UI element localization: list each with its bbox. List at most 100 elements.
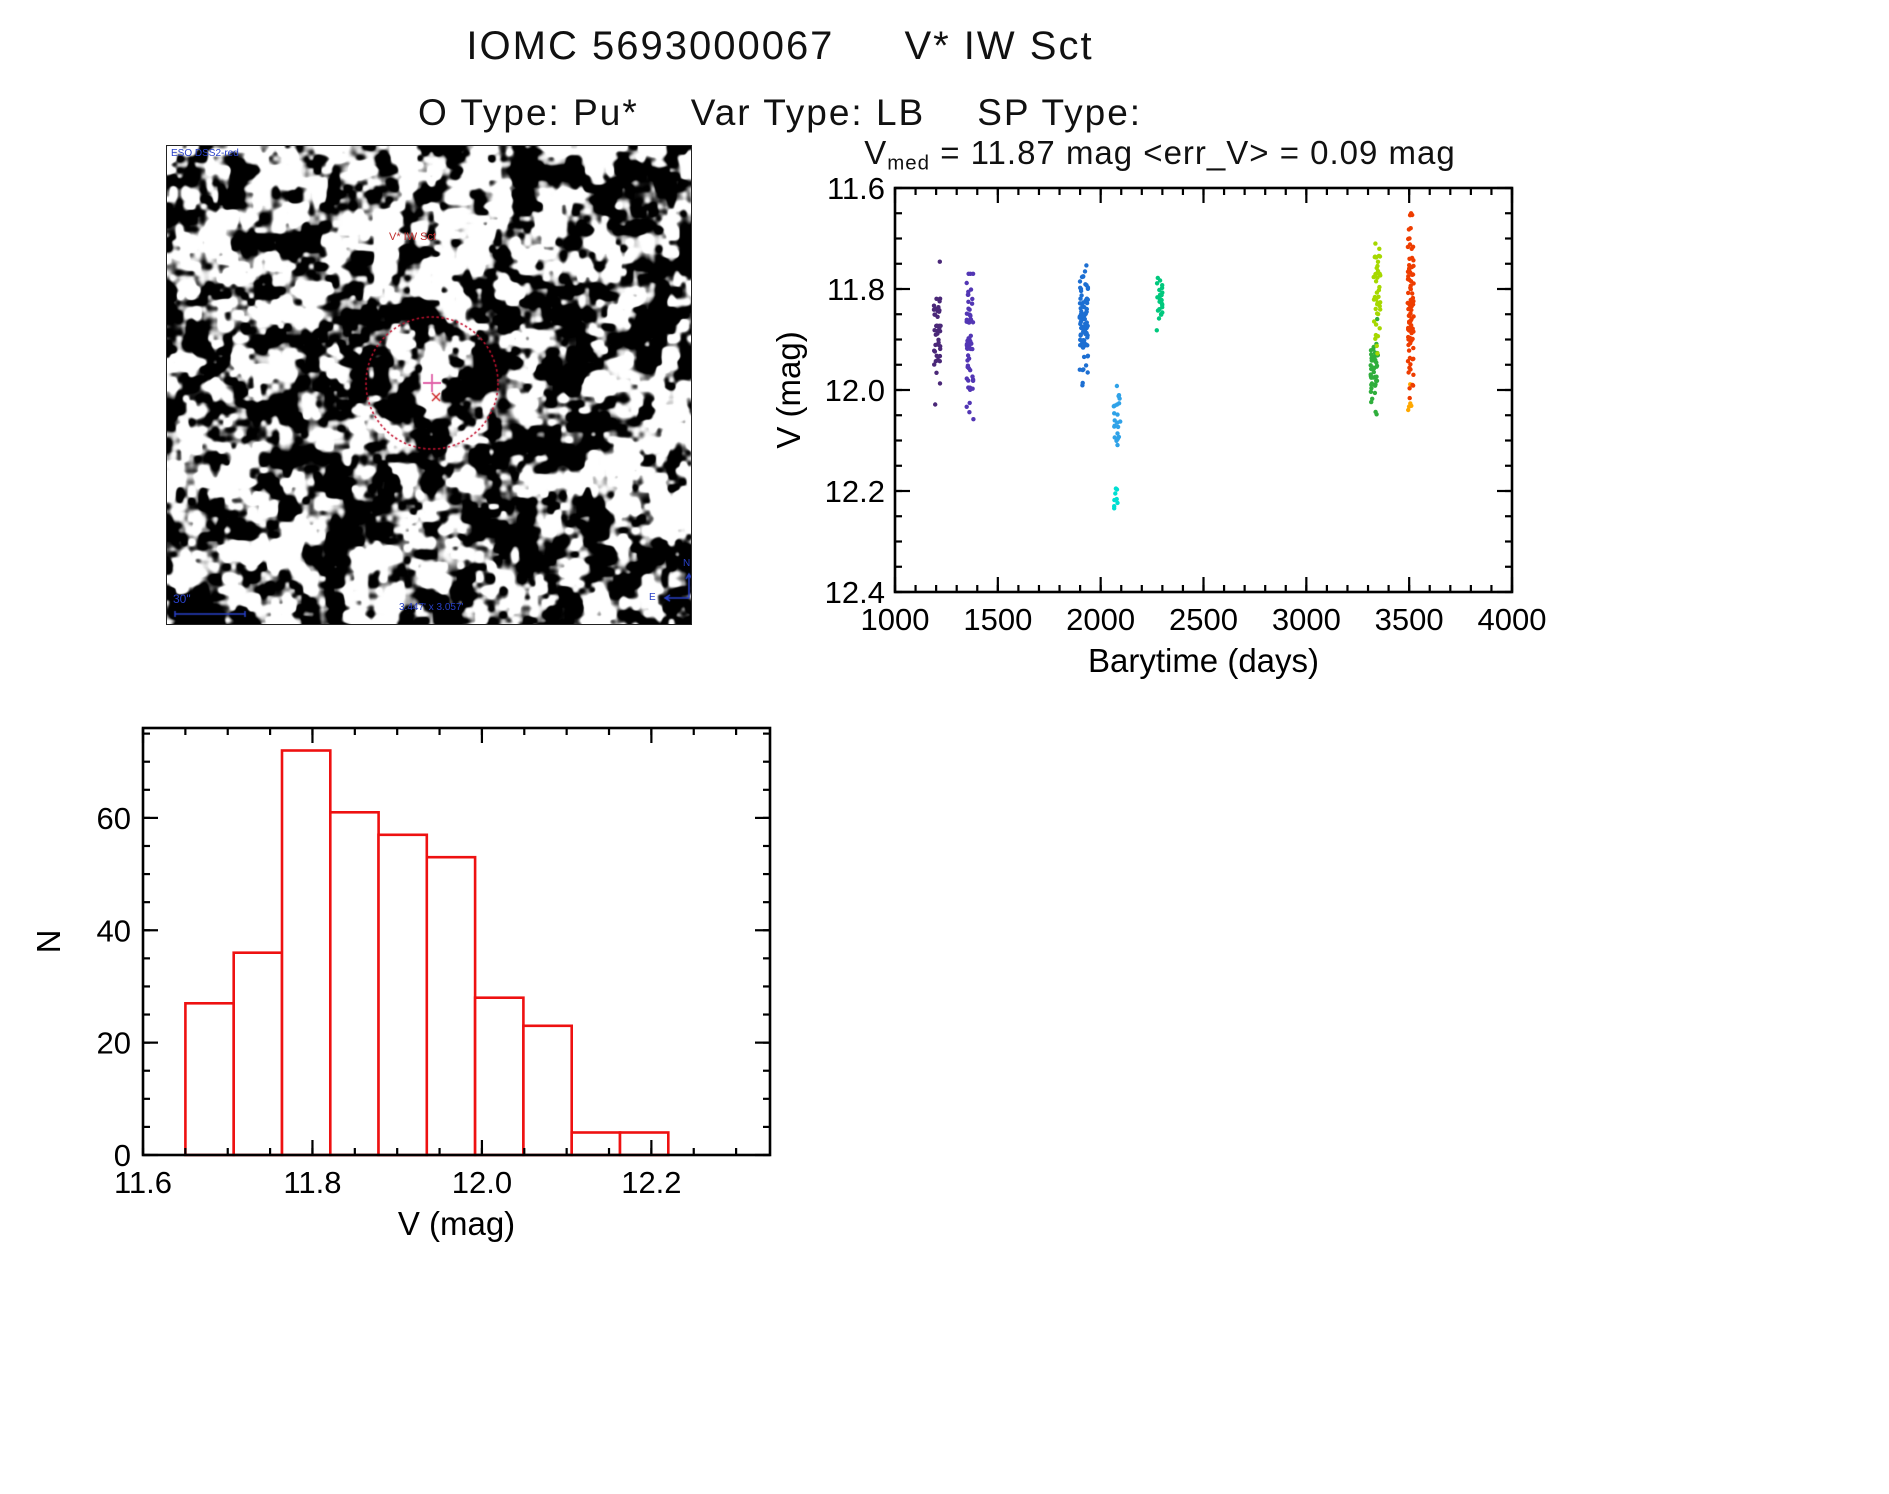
data-point <box>1405 277 1411 282</box>
lightcurve-title-rest: = 11.87 mag <err_V> = 0.09 mag <box>930 134 1456 171</box>
data-point <box>965 353 971 358</box>
data-point <box>968 313 973 319</box>
x-tick-label: 1000 <box>861 602 930 637</box>
data-point <box>1112 403 1117 408</box>
data-point <box>934 353 939 358</box>
data-point <box>1405 359 1411 364</box>
lightcurve-chart: 1000 1500 2000 2500 3000 3500 4000 11.6 11.8 12.0… <box>770 171 1546 679</box>
data-point <box>965 292 971 297</box>
data-point <box>1371 297 1377 302</box>
data-point <box>1406 407 1411 413</box>
data-point <box>933 342 938 348</box>
data-point <box>1378 307 1383 312</box>
x-tick-label: 2000 <box>1066 602 1135 637</box>
data-point <box>936 305 941 310</box>
y-tick-label: 20 <box>97 1026 131 1061</box>
histogram-bar <box>618 1131 670 1157</box>
data-point <box>1371 355 1377 361</box>
data-point <box>1373 409 1378 415</box>
data-point <box>1160 305 1165 310</box>
data-point <box>1377 254 1383 259</box>
data-point <box>1369 375 1374 380</box>
data-point <box>1368 348 1374 353</box>
sky-image-canvas <box>167 146 691 624</box>
data-point <box>1407 213 1413 218</box>
compass-north-label: N <box>683 558 691 569</box>
data-point <box>1081 354 1087 360</box>
data-point <box>1373 322 1379 327</box>
data-point <box>1375 263 1380 269</box>
data-point <box>1406 404 1412 409</box>
data-point <box>937 353 943 359</box>
data-point <box>1372 390 1378 396</box>
data-point <box>1410 382 1415 388</box>
vmed-prefix: V <box>864 134 888 171</box>
y-tick-label: 12.2 <box>825 474 885 509</box>
data-point <box>1407 395 1412 401</box>
histogram-bar <box>184 1001 235 1157</box>
data-point <box>1375 311 1381 317</box>
histogram-bar <box>232 951 284 1157</box>
data-point <box>1406 267 1412 272</box>
data-point <box>1408 279 1414 284</box>
data-point <box>1084 300 1090 306</box>
data-point <box>932 328 937 333</box>
data-point <box>970 377 976 382</box>
data-point <box>1377 326 1382 331</box>
data-point <box>1407 313 1412 318</box>
data-point <box>1112 418 1117 423</box>
data-point <box>1411 299 1416 304</box>
data-point <box>1374 378 1380 383</box>
data-point <box>1116 393 1121 399</box>
data-point <box>965 338 970 343</box>
data-point <box>1371 369 1376 375</box>
data-point <box>1085 353 1091 358</box>
data-point <box>970 346 975 352</box>
data-point <box>1115 442 1120 448</box>
y-tick-label: 0 <box>114 1138 131 1173</box>
data-point <box>938 323 943 328</box>
x-tick-label: 2500 <box>1169 602 1238 637</box>
data-point <box>1408 319 1413 324</box>
data-point <box>1406 327 1411 332</box>
data-point <box>1373 241 1378 246</box>
data-point <box>1112 423 1117 428</box>
data-point <box>1078 337 1083 342</box>
data-point <box>938 346 943 352</box>
data-point <box>1375 351 1380 356</box>
data-point <box>1085 285 1091 290</box>
data-point <box>1370 365 1376 370</box>
data-point <box>1082 325 1087 330</box>
data-point <box>1375 270 1380 276</box>
x-axis-title: Barytime (days) <box>1088 642 1319 679</box>
y-axis-title: V (mag) <box>770 331 807 448</box>
data-point <box>1080 344 1085 350</box>
data-point <box>1378 273 1383 278</box>
x-tick-label: 12.2 <box>621 1165 681 1200</box>
data-point <box>1409 255 1415 261</box>
y-tick-label: 60 <box>97 801 131 836</box>
data-point <box>1406 348 1412 353</box>
data-point <box>1115 436 1120 442</box>
data-point <box>1085 297 1090 302</box>
target-label: V* IW Sct <box>389 231 437 243</box>
data-point <box>1410 328 1415 333</box>
histogram-bar <box>280 749 332 1157</box>
finder-chart: ESO DSS2-red V* IW Sct 30" 3.447' x 3.05… <box>166 145 692 625</box>
histogram-bar <box>328 811 380 1157</box>
axis-box <box>141 726 772 1157</box>
data-point <box>970 320 976 325</box>
vartype-label: Var Type: LB <box>690 92 926 133</box>
star-name: V* IW Sct <box>904 24 1094 68</box>
x-tick-label: 3500 <box>1375 602 1444 637</box>
data-point <box>1405 300 1410 306</box>
data-point <box>966 299 971 304</box>
data-point <box>1407 236 1412 241</box>
data-point <box>1114 487 1120 492</box>
data-point <box>1113 491 1118 496</box>
data-point <box>936 342 941 347</box>
data-point <box>934 370 939 375</box>
data-point <box>1078 296 1083 301</box>
data-point <box>1409 323 1414 328</box>
